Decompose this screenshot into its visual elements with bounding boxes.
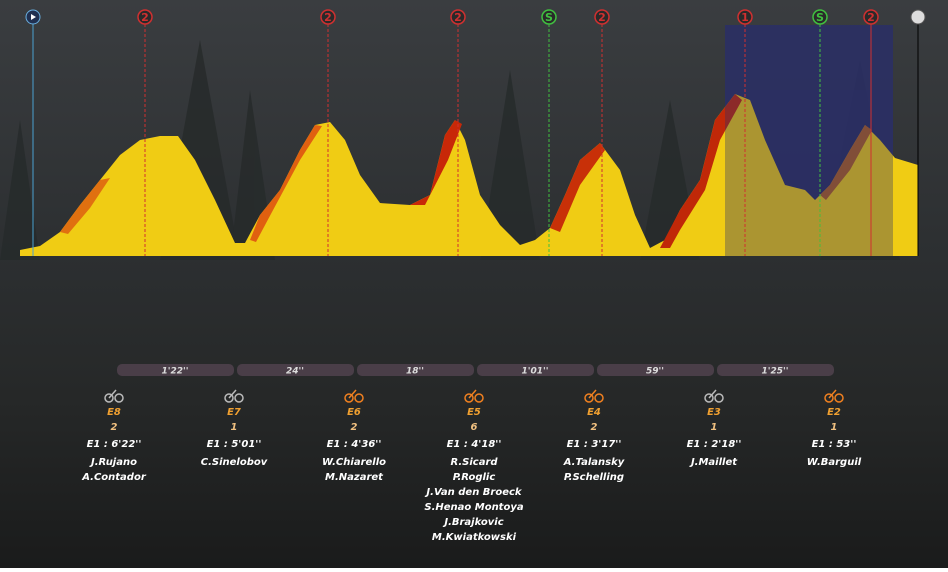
group-id: E7 xyxy=(227,407,241,418)
marker-icon xyxy=(137,9,153,25)
marker-label: 1 xyxy=(741,11,749,24)
marker-label: 2 xyxy=(141,11,149,24)
bike-frame xyxy=(708,389,717,399)
rider-name: C.Sinelobov xyxy=(201,457,268,468)
gap-label: 18'' xyxy=(406,367,424,377)
bike-wheel xyxy=(354,393,364,403)
bike-wheel xyxy=(114,393,124,403)
rider-name: R.Sicard xyxy=(450,457,498,468)
rider-name: M.Nazaret xyxy=(325,472,384,483)
marker-label: 2 xyxy=(324,11,332,24)
start-arrow xyxy=(31,14,36,20)
marker-icon xyxy=(320,9,336,25)
group-count: 2 xyxy=(111,422,118,433)
rider-name: J.Van den Broeck xyxy=(424,487,523,498)
bike-wheel xyxy=(714,393,724,403)
gap-bar xyxy=(717,364,834,376)
bike-wheel xyxy=(104,393,114,403)
profile xyxy=(20,90,918,256)
group-id: E4 xyxy=(587,407,601,418)
gap-bar xyxy=(237,364,354,376)
gap-bar xyxy=(477,364,594,376)
group-count: 2 xyxy=(591,422,598,433)
bike-wheel xyxy=(234,393,244,403)
rider-name: J.Brajkovic xyxy=(442,517,503,528)
group-count: 1 xyxy=(831,422,838,433)
group-time: E1 : 6'22'' xyxy=(87,439,142,450)
group-time: E1 : 2'18'' xyxy=(687,439,742,450)
group-id: E5 xyxy=(467,407,481,418)
gap-label: 1'01'' xyxy=(521,367,548,377)
rider-name: J.Maillet xyxy=(689,457,738,468)
bike-wheel xyxy=(824,393,834,403)
bike-frame xyxy=(348,389,357,399)
gap-label: 24'' xyxy=(286,367,304,377)
rider-name: W.Chiarello xyxy=(322,457,386,468)
marker-label: S xyxy=(816,11,824,24)
finish-icon xyxy=(910,9,926,25)
group-id: E6 xyxy=(347,407,361,418)
group-count: 6 xyxy=(471,422,478,433)
group-count: 1 xyxy=(231,422,238,433)
gap-label: 1'25'' xyxy=(761,367,788,377)
rider-name: J.Rujano xyxy=(89,457,137,468)
marker-label: 2 xyxy=(867,11,875,24)
bike-wheel xyxy=(594,393,604,403)
group-time: E1 : 5'01'' xyxy=(207,439,262,450)
group-time: E1 : 53'' xyxy=(812,439,857,450)
gap-bar xyxy=(597,364,714,376)
marker-icon xyxy=(541,9,557,25)
bike-frame xyxy=(588,389,597,399)
gap-bar xyxy=(117,364,234,376)
marker-icon xyxy=(812,9,828,25)
bike-wheel xyxy=(344,393,354,403)
group-time: E1 : 4'18'' xyxy=(447,439,502,450)
gap-label: 1'22'' xyxy=(161,367,188,377)
group-count: 2 xyxy=(351,422,358,433)
marker-label: 2 xyxy=(598,11,606,24)
marker-icon xyxy=(450,9,466,25)
marker-icon xyxy=(737,9,753,25)
rider-name: P.Schelling xyxy=(564,472,624,483)
rider-name: P.Roglic xyxy=(453,472,496,483)
gap-label: 59'' xyxy=(646,367,664,377)
bike-wheel xyxy=(834,393,844,403)
rider-name: M.Kwiatkowski xyxy=(432,532,517,543)
rider-name: A.Contador xyxy=(81,472,147,483)
group-id: E3 xyxy=(707,407,721,418)
rider-name: W.Barguil xyxy=(807,457,862,468)
bike-frame xyxy=(108,389,117,399)
group-id: E2 xyxy=(827,407,841,418)
bike-wheel xyxy=(704,393,714,403)
marker-icon xyxy=(594,9,610,25)
gap-bar xyxy=(357,364,474,376)
bike-frame xyxy=(468,389,477,399)
bike-wheel xyxy=(464,393,474,403)
group-time: E1 : 4'36'' xyxy=(327,439,382,450)
rider-name: S.Henao Montoya xyxy=(424,502,523,513)
marker-label: 2 xyxy=(454,11,462,24)
rider-name: A.Talansky xyxy=(563,457,625,468)
bike-frame xyxy=(828,389,837,399)
group-time: E1 : 3'17'' xyxy=(567,439,622,450)
marker-label: S xyxy=(545,11,553,24)
group-count: 1 xyxy=(711,422,718,433)
marker-icon xyxy=(863,9,879,25)
bike-wheel xyxy=(474,393,484,403)
bike-wheel xyxy=(584,393,594,403)
bike-frame xyxy=(228,389,237,399)
bike-wheel xyxy=(224,393,234,403)
group-id: E8 xyxy=(107,407,121,418)
